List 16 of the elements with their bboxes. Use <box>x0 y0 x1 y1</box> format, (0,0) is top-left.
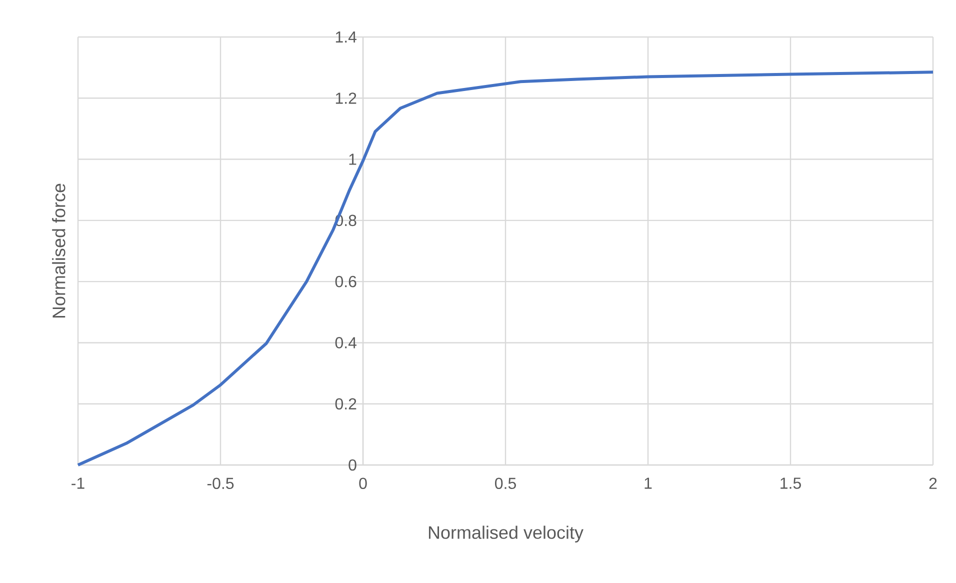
x-tick-label: -0.5 <box>207 478 234 490</box>
y-tick-label: 0 <box>348 459 356 471</box>
x-tick-label: 1 <box>644 478 652 489</box>
y-axis-title: Normalised force <box>52 184 66 318</box>
y-tick-label: 0.2 <box>335 398 356 410</box>
x-tick-label: 2 <box>929 478 937 489</box>
x-tick-label: 1.5 <box>780 478 801 489</box>
y-tick-label: 1.4 <box>336 32 356 43</box>
x-axis-title: Normalised velocity <box>428 526 584 542</box>
y-tick-label: 1.2 <box>336 92 356 104</box>
x-tick-label: 0.5 <box>495 478 516 490</box>
x-tick-label: -1 <box>72 478 84 489</box>
x-tick-label: 0 <box>359 478 367 490</box>
y-tick-label: 1 <box>349 154 356 165</box>
y-tick-label: 0.6 <box>335 276 356 288</box>
y-tick-label: 0.4 <box>335 337 356 348</box>
